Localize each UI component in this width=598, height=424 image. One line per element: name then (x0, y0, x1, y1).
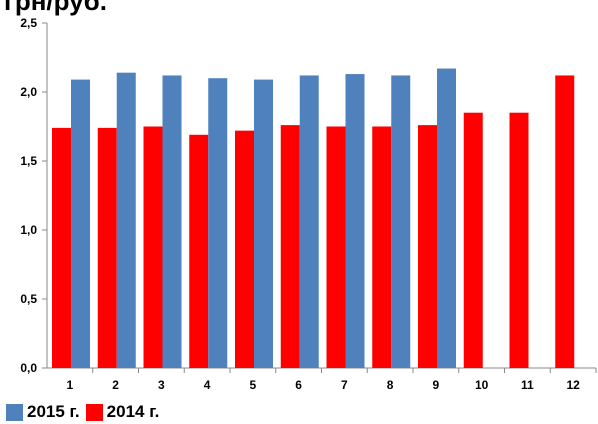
bar-2014 (463, 112, 483, 368)
legend-item-2014: 2014 г. (85, 402, 160, 422)
bar-2014 (52, 127, 71, 368)
x-tick-label: 5 (250, 378, 257, 392)
chart-title: грн/руб. (4, 0, 107, 16)
bar-2014 (509, 112, 529, 368)
bar-2015 (162, 75, 182, 368)
y-tick-label: 0,5 (20, 292, 37, 306)
x-tick-label: 10 (475, 378, 489, 392)
x-tick-label: 3 (158, 378, 165, 392)
bar-2014 (189, 134, 209, 368)
bar-chart: 0,00,51,01,52,02,5 1 2 3 4 5 6 7 8 9 10 11 12 (20, 16, 597, 392)
legend-label-2014: 2014 г. (106, 402, 160, 421)
y-tick-label: 2,5 (20, 16, 37, 30)
y-tick-label: 1,5 (20, 154, 37, 168)
x-tick-label: 1 (67, 378, 74, 392)
bar-2014 (97, 127, 117, 368)
bar-2015 (299, 75, 319, 368)
y-tick-label: 1,0 (20, 223, 37, 237)
x-tick-label: 2 (112, 378, 119, 392)
bars-group (52, 68, 575, 369)
bar-2015 (391, 75, 411, 368)
y-tick-label: 2,0 (20, 85, 37, 99)
bar-2014 (280, 125, 300, 369)
x-tick-label: 11 (521, 378, 534, 392)
x-tick-label: 12 (566, 378, 580, 392)
x-tick-label: 4 (204, 378, 211, 392)
legend: 2015 г. 2014 г. (6, 402, 165, 422)
bar-2015 (116, 72, 136, 369)
bar-2015 (437, 68, 456, 368)
x-tick-label: 8 (387, 378, 394, 392)
bar-2015 (254, 79, 273, 368)
legend-swatch-2014 (85, 403, 103, 421)
y-tick-label: 0,0 (20, 361, 37, 375)
bar-2014 (418, 125, 437, 369)
bar-2014 (235, 130, 254, 368)
bar-2014 (326, 126, 346, 368)
bar-2015 (345, 74, 365, 368)
x-tick-label: 9 (433, 378, 440, 392)
x-tick-label: 6 (295, 378, 302, 392)
legend-item-2015: 2015 г. (6, 402, 80, 422)
bar-2014 (143, 126, 163, 368)
bar-2015 (71, 79, 90, 368)
bar-2014 (372, 126, 392, 368)
legend-label-2015: 2015 г. (27, 402, 80, 421)
x-tick-label: 7 (341, 378, 348, 392)
x-axis: 1 2 3 4 5 6 7 8 9 10 11 12 (47, 367, 597, 392)
bar-2015 (208, 78, 228, 368)
y-axis: 0,0 0,5 1,0 1,5 2,0 2,5 (20, 16, 48, 375)
legend-swatch-2015 (6, 403, 23, 421)
bar-2014 (555, 75, 575, 368)
